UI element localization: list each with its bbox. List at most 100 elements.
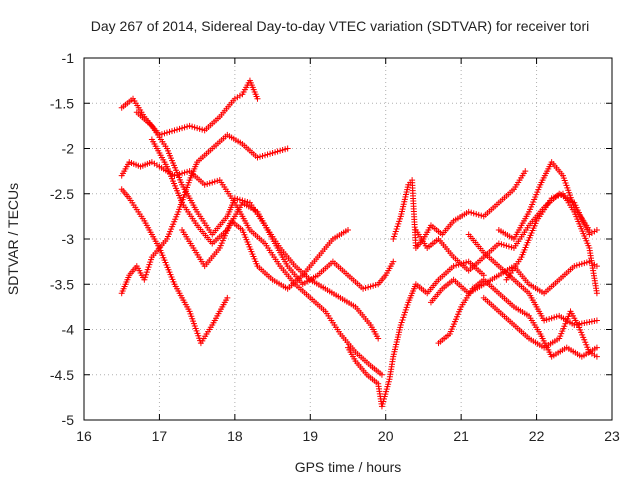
point-marker <box>174 126 181 133</box>
point-marker <box>259 153 266 160</box>
point-marker <box>475 211 482 218</box>
point-marker <box>146 261 153 268</box>
point-marker <box>586 226 593 233</box>
point-marker <box>548 315 555 322</box>
point-marker <box>391 230 398 237</box>
point-marker <box>593 263 600 270</box>
point-marker <box>578 260 585 267</box>
point-marker <box>394 223 401 230</box>
point-marker <box>396 215 403 222</box>
point-marker <box>147 259 154 266</box>
point-marker <box>581 319 588 326</box>
point-marker <box>392 228 399 235</box>
point-marker <box>181 169 188 176</box>
point-marker <box>141 276 148 283</box>
y-tick-label: -5 <box>62 412 75 428</box>
point-marker <box>262 152 269 159</box>
point-marker <box>274 148 281 155</box>
point-marker <box>367 283 374 290</box>
y-axis-label: SDTVAR / TECUs <box>5 183 21 295</box>
point-marker <box>541 317 548 324</box>
point-marker <box>396 218 403 225</box>
series-tracks-h <box>345 258 487 410</box>
point-marker <box>254 154 261 161</box>
point-marker <box>450 263 457 270</box>
point-marker <box>179 125 186 132</box>
point-marker <box>269 150 276 157</box>
series-tracks-g <box>179 217 351 292</box>
y-tick-label: -2 <box>62 141 75 157</box>
point-marker <box>143 269 150 276</box>
point-marker <box>591 317 598 324</box>
point-marker <box>166 128 173 135</box>
x-tick-label: 18 <box>227 428 243 444</box>
point-marker <box>551 314 558 321</box>
point-marker <box>400 314 407 321</box>
point-marker <box>365 284 372 291</box>
x-tick-label: 22 <box>529 428 545 444</box>
point-marker <box>362 285 369 292</box>
point-marker <box>186 122 193 129</box>
x-tick-label: 17 <box>152 428 168 444</box>
point-marker <box>194 125 201 132</box>
series-tracks-e <box>133 109 382 342</box>
point-marker <box>593 353 600 360</box>
series-tracks-a <box>118 77 261 138</box>
series-tracks-o <box>503 190 600 297</box>
y-tick-label: -2.5 <box>50 186 74 202</box>
point-marker <box>593 226 600 233</box>
point-marker <box>372 282 379 289</box>
point-marker <box>583 319 590 326</box>
point-marker <box>184 123 191 130</box>
point-marker <box>169 128 175 135</box>
chart-title: Day 267 of 2014, Sidereal Day-to-day VTE… <box>91 18 590 34</box>
point-marker <box>171 172 178 179</box>
point-marker <box>578 320 585 327</box>
point-marker <box>571 263 578 270</box>
point-marker <box>398 319 405 326</box>
point-marker <box>257 153 263 160</box>
series-tracks-d <box>118 159 385 378</box>
series-tracks-b <box>118 186 231 347</box>
point-marker <box>199 126 206 133</box>
point-marker <box>397 321 404 328</box>
point-marker <box>360 285 367 292</box>
point-marker <box>279 147 286 154</box>
point-marker <box>189 123 196 130</box>
point-marker <box>345 226 351 233</box>
point-marker <box>478 212 485 219</box>
point-marker <box>236 196 243 203</box>
x-axis-label: GPS time / hours <box>295 459 402 475</box>
series-tracks-i <box>390 168 529 252</box>
point-marker <box>495 240 502 247</box>
point-marker <box>284 145 291 152</box>
point-marker <box>404 301 411 308</box>
point-marker <box>588 318 595 325</box>
point-marker <box>503 242 510 249</box>
x-tick-label: 19 <box>302 428 318 444</box>
point-marker <box>201 181 208 188</box>
point-marker <box>505 243 512 250</box>
point-marker <box>267 150 274 157</box>
point-marker <box>196 125 203 132</box>
point-marker <box>508 244 515 251</box>
point-marker <box>498 241 505 248</box>
point-marker <box>500 242 507 249</box>
point-marker <box>553 313 560 320</box>
point-marker <box>158 131 165 138</box>
axis-ticks: 16 17 18 19 20 21 22 23 -5 -4.5 -4 -3.5 -3 -2.5 -2 -1.5… <box>50 50 620 444</box>
point-marker <box>375 335 382 342</box>
point-marker <box>593 290 600 297</box>
series-tracks-n <box>495 159 593 242</box>
point-marker <box>586 318 593 325</box>
point-marker <box>543 316 550 323</box>
point-marker <box>473 211 480 218</box>
point-marker <box>179 170 186 177</box>
point-marker <box>370 282 377 289</box>
point-marker <box>391 233 398 240</box>
series-tracks-j <box>412 190 600 274</box>
point-marker <box>390 236 397 242</box>
point-marker <box>576 261 583 268</box>
point-marker <box>581 260 588 267</box>
